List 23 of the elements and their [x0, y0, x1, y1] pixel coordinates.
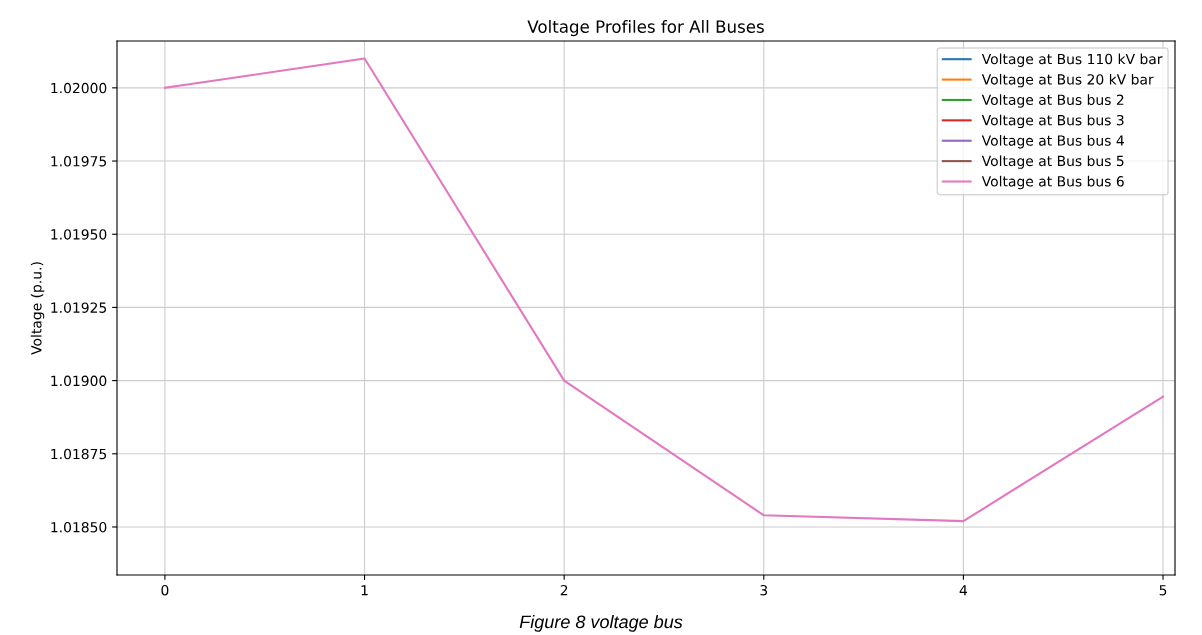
x-tick-label: 1 [361, 585, 368, 596]
x-tick-label: 3 [760, 584, 768, 596]
legend-label: Voltage at Bus 20 kV bar [981, 73, 1154, 88]
legend-label: Voltage at Bus 110 kV bar [981, 53, 1163, 67]
y-tick-label: 1.02000 [51, 82, 107, 94]
chart-title: Voltage Profiles for All Buses [527, 20, 764, 37]
legend-label: Voltage at Bus bus 2 [981, 94, 1124, 108]
legend-label: Voltage at Bus bus 3 [981, 114, 1124, 129]
x-tick-label: 5 [1159, 585, 1167, 596]
legend-label: Voltage at Bus bus 5 [981, 155, 1124, 169]
y-axis-title: Voltage (p.u.) [30, 262, 45, 355]
y-tick-label: 1.01875 [51, 448, 107, 460]
x-tick-label: 2 [560, 584, 568, 596]
y-tick-label: 1.01900 [51, 375, 107, 387]
x-tick-label: 0 [161, 584, 169, 596]
y-tick-label: 1.01950 [51, 229, 107, 240]
x-tick-label: 4 [959, 585, 968, 596]
legend-label: Voltage at Bus bus 6 [981, 175, 1124, 190]
y-tick-label: 1.01850 [51, 521, 107, 533]
legend-label: Voltage at Bus bus 4 [981, 135, 1124, 149]
y-tick-label: 1.01925 [51, 302, 107, 313]
y-tick-label: 1.01975 [51, 156, 107, 167]
caption: Figure 8 voltage bus [519, 614, 683, 632]
